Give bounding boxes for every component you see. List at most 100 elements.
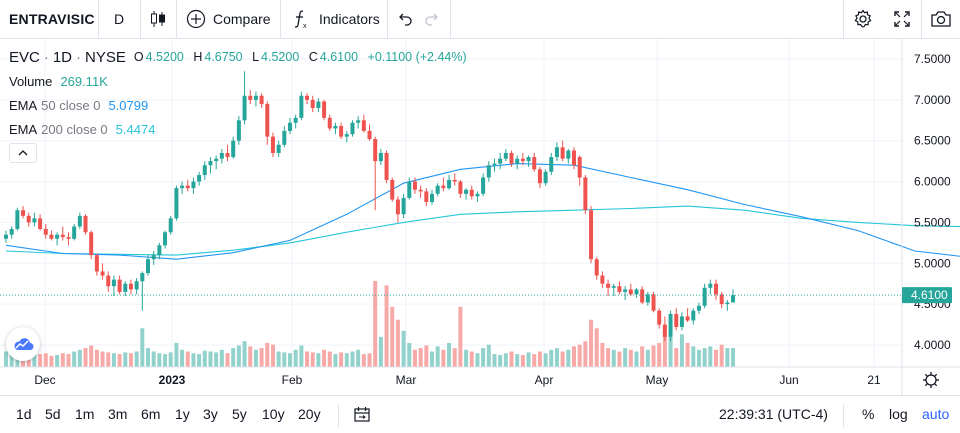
last-price-label: 4.6100 — [902, 287, 952, 304]
range-button-3y[interactable]: 3y — [203, 406, 218, 422]
range-button-1d[interactable]: 1d — [16, 406, 32, 422]
candle-body — [395, 199, 400, 215]
candle — [163, 230, 168, 249]
candle-body — [549, 157, 554, 172]
candle — [202, 161, 207, 180]
candle — [344, 130, 349, 143]
range-button-20y[interactable]: 20y — [298, 406, 321, 422]
toolbar-divider — [843, 405, 844, 427]
candle — [486, 161, 491, 182]
candle-body — [72, 226, 77, 239]
candle — [361, 114, 366, 133]
candle-body — [458, 181, 463, 194]
candle — [55, 232, 60, 246]
candle — [146, 255, 150, 276]
candle — [583, 175, 588, 215]
candle — [72, 224, 77, 241]
range-button-1y[interactable]: 1y — [175, 406, 190, 422]
interval-button[interactable]: D — [98, 0, 140, 38]
volume-bar — [662, 330, 667, 367]
legend-collapse-button[interactable] — [9, 143, 37, 163]
tradingview-logo[interactable] — [6, 327, 40, 361]
candle-body — [66, 237, 71, 239]
volume-bar — [589, 319, 594, 367]
volume-bar — [378, 336, 383, 367]
time-axis[interactable]: Dec 2023 Feb Mar Apr May Jun 21 — [34, 373, 881, 387]
top-toolbar: ENTRAVISIC D Compare x Indicators — [0, 0, 960, 39]
candle-body — [282, 130, 287, 145]
candle — [702, 283, 707, 309]
ema200-legend-row[interactable]: EMA 200 close 0 5.4474 — [9, 117, 473, 141]
candle — [623, 286, 628, 301]
percent-scale-toggle[interactable]: % — [862, 406, 875, 422]
candle-body — [452, 179, 457, 182]
range-button-5y[interactable]: 5y — [232, 406, 247, 422]
candle-body — [645, 294, 650, 303]
ema200-value: 5.4474 — [115, 121, 156, 137]
compare-button[interactable]: Compare — [176, 0, 280, 38]
volume-bar — [606, 348, 611, 367]
candle — [378, 148, 383, 166]
volume-bar — [657, 342, 662, 367]
candle-body — [288, 122, 292, 131]
volume-bar — [566, 349, 571, 367]
range-button-3m[interactable]: 3m — [108, 406, 128, 422]
candles-icon — [151, 11, 165, 27]
volume-bar — [594, 328, 599, 367]
price-chart[interactable]: 7.50007.00006.50006.00005.50005.00004.50… — [0, 39, 960, 395]
price-axis[interactable]: 7.50007.00006.50006.00005.50005.00004.50… — [914, 52, 951, 352]
ema50-legend-row[interactable]: EMA 50 close 0 5.0799 — [9, 93, 473, 117]
volume-bar — [469, 351, 474, 367]
ema50-value: 5.0799 — [108, 97, 149, 113]
volume-bar — [26, 354, 31, 367]
candle — [356, 116, 361, 129]
candle-body — [185, 185, 190, 189]
volume-bar — [549, 349, 554, 367]
volume-bar — [202, 350, 207, 367]
candle-body — [401, 197, 406, 215]
range-button-5d[interactable]: 5d — [45, 406, 61, 422]
volume-legend-row[interactable]: Volume 269.11K — [9, 69, 473, 93]
screenshot-button[interactable] — [921, 0, 960, 38]
candle — [384, 150, 389, 184]
toolbar-divider — [921, 0, 922, 38]
volume-bar — [197, 354, 202, 367]
redo-button[interactable] — [420, 0, 444, 38]
auto-scale-toggle[interactable]: auto — [922, 406, 950, 422]
candle-body — [305, 95, 310, 100]
candle — [731, 289, 736, 303]
candle — [276, 140, 281, 158]
range-button-10y[interactable]: 10y — [262, 406, 285, 422]
settings-button[interactable] — [843, 0, 883, 38]
candle — [401, 193, 406, 219]
candle — [322, 99, 327, 121]
date-range-button[interactable] — [353, 405, 371, 426]
candle — [94, 253, 99, 276]
toolbar-divider — [450, 0, 451, 38]
timezone-clock[interactable]: 22:39:31 (UTC-4) — [719, 406, 828, 422]
symbol-search[interactable]: ENTRAVISIC — [0, 0, 98, 38]
candle-body — [316, 101, 321, 109]
volume-bar — [481, 348, 486, 367]
volume-bar — [395, 319, 400, 367]
range-button-6m[interactable]: 6m — [141, 406, 161, 422]
chart-style-button[interactable] — [140, 0, 176, 38]
candle — [452, 173, 457, 186]
candle — [310, 95, 315, 113]
candle — [253, 91, 258, 107]
range-button-1m[interactable]: 1m — [75, 406, 95, 422]
candle-body — [4, 234, 8, 239]
log-scale-toggle[interactable]: log — [889, 406, 908, 422]
candle-body — [339, 126, 344, 137]
indicators-button[interactable]: x Indicators — [280, 0, 388, 38]
price-tick-label: 5.5000 — [914, 215, 951, 229]
volume-bar — [623, 348, 628, 367]
volume-bars — [4, 281, 736, 367]
undo-button[interactable] — [393, 0, 417, 38]
symbol-legend-row[interactable]: EVC · 1D · NYSE O 4.5200 H 4.6750 L 4.5200 … — [9, 45, 473, 69]
gear-icon — [854, 9, 872, 28]
candle — [83, 214, 88, 235]
axis-settings-button[interactable] — [923, 372, 939, 388]
candle-body — [594, 259, 599, 276]
fullscreen-button[interactable] — [883, 0, 921, 38]
